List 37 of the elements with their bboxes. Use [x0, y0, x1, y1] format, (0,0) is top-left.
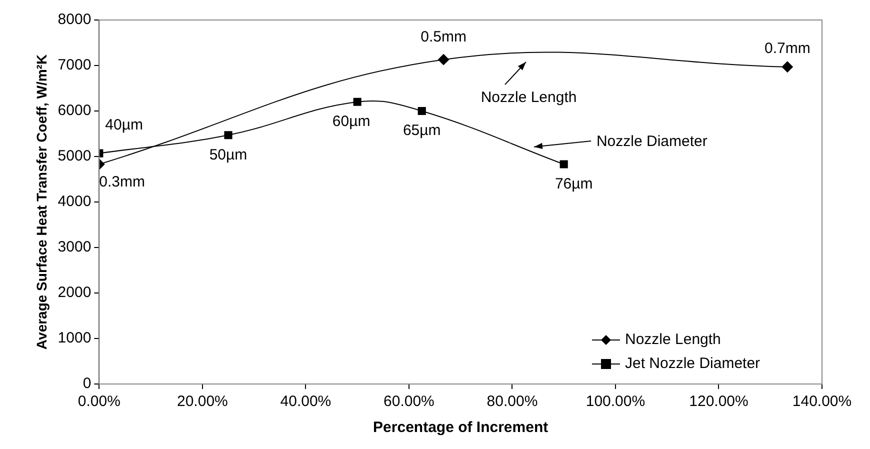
y-tick-label: 3000 [58, 238, 92, 256]
y-tick-label: 8000 [58, 11, 92, 28]
point [224, 131, 232, 140]
x-tick-label: 0.00% [78, 393, 120, 410]
y-tick-label: 6000 [58, 102, 92, 120]
x-tick-label: 40.00% [280, 393, 332, 410]
x-tick-label: 100.00% [586, 393, 646, 410]
annotation: 40µm [105, 116, 143, 134]
x-tick-label: 120.00% [689, 393, 748, 410]
x-tick-label: 60.00% [384, 393, 434, 410]
x-tick-label: 80.00% [486, 393, 538, 410]
annotation: 0.5mm [420, 28, 466, 46]
y-tick-label: 0 [82, 375, 92, 392]
point [418, 106, 426, 116]
legend-label: Nozzle Length [625, 331, 721, 348]
annotation: Nozzle Diameter [596, 133, 708, 152]
annotation: Nozzle Length [480, 88, 577, 107]
annotation: 0.3mm [99, 173, 146, 190]
y-tick-label: 4000 [58, 193, 92, 210]
y-tick-label: 2000 [58, 284, 92, 302]
y-tick-label: 5000 [58, 148, 92, 165]
point [353, 98, 362, 106]
legend-label: Jet Nozzle Diameter [625, 355, 760, 372]
point [438, 54, 450, 66]
y-tick-label: 1000 [58, 330, 92, 347]
y-axis-title: Average Surface Heat Transfer Coeff, W/m²K [33, 54, 50, 350]
y-tick-label: 7000 [58, 56, 92, 74]
annotation: 0.7mm [764, 40, 810, 58]
x-tick-label: 140.00% [792, 393, 852, 410]
x-tick-label: 20.00% [176, 393, 228, 410]
x-axis-title: Percentage of Increment [373, 419, 548, 436]
point [560, 160, 568, 168]
annotation: 65µm [402, 122, 441, 140]
point [782, 61, 793, 72]
annotation: 60µm [332, 113, 370, 130]
annotation: 50µm [209, 146, 248, 164]
annotation: 76µm [554, 175, 593, 192]
